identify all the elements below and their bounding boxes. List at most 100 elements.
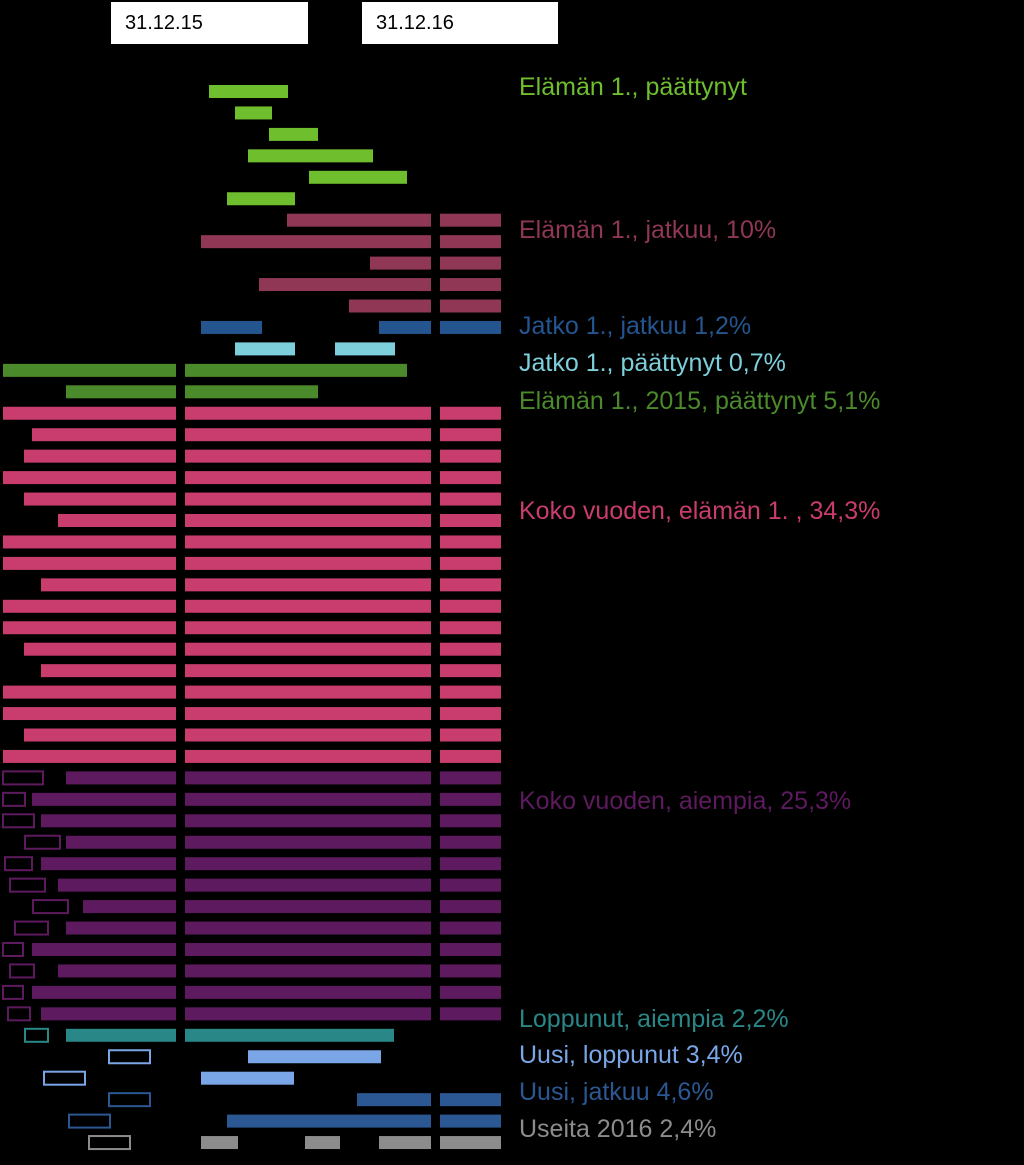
timeline-bar	[108, 1092, 151, 1108]
timeline-bar	[41, 857, 176, 871]
timeline-bar	[440, 878, 501, 892]
timeline-bar	[440, 621, 501, 635]
timeline-bar	[185, 621, 431, 635]
timeline-bar	[185, 792, 431, 806]
timeline-bar	[349, 299, 431, 313]
timeline-bar	[24, 728, 176, 742]
timeline-bar	[370, 256, 431, 270]
timeline-bar	[185, 406, 431, 420]
timeline-bar	[3, 363, 176, 377]
timeline-bar	[379, 1136, 431, 1150]
timeline-bar	[287, 213, 431, 227]
label-uusi-jatkuu: Uusi, jatkuu 4,6%	[519, 1078, 714, 1106]
timeline-bar	[58, 964, 176, 978]
timeline-bar	[440, 556, 501, 570]
timeline-bar	[7, 1006, 31, 1022]
timeline-bar	[24, 834, 61, 850]
timeline-bar	[185, 471, 431, 485]
timeline-bar	[440, 771, 501, 785]
timeline-bar	[58, 878, 176, 892]
timeline-bar	[235, 106, 272, 120]
timeline-bar	[440, 514, 501, 527]
timeline-bar	[185, 985, 431, 999]
timeline-bar	[201, 320, 262, 334]
timeline-bar	[185, 599, 431, 613]
timeline-bar	[32, 428, 176, 442]
timeline-bar	[259, 278, 431, 292]
timeline-bar	[201, 1071, 294, 1085]
timeline-bar	[440, 278, 501, 292]
label-koko-elaman: Koko vuoden, elämän 1. , 34,3%	[519, 497, 881, 525]
label-uusi-loppunut: Uusi, loppunut 3,4%	[519, 1041, 743, 1069]
timeline-bar	[3, 535, 176, 549]
timeline-bar	[3, 556, 176, 570]
timeline-bar	[248, 1050, 381, 1064]
timeline-bar	[201, 1136, 238, 1150]
timeline-bar	[108, 1049, 151, 1065]
label-elaman-paattynyt: Elämän 1., päättynyt	[519, 73, 747, 101]
timeline-bar	[440, 299, 501, 313]
timeline-bar	[440, 1136, 501, 1150]
timeline-bar	[66, 835, 176, 849]
timeline-bar	[24, 492, 176, 506]
timeline-bar	[440, 749, 501, 763]
timeline-bar	[440, 835, 501, 849]
timeline-bar	[440, 900, 501, 914]
timeline-bar	[440, 320, 501, 334]
timeline-bar	[185, 771, 431, 785]
timeline-bar	[185, 685, 431, 699]
timeline-bar	[185, 363, 407, 377]
timeline-bar	[24, 642, 176, 656]
timeline-bar	[185, 857, 431, 871]
timeline-bar	[66, 771, 176, 785]
label-elaman-2015: Elämän 1., 2015, päättynyt 5,1%	[519, 387, 881, 415]
timeline-bar	[227, 1114, 431, 1128]
timeline-bar	[66, 1028, 176, 1042]
timeline-bar	[185, 578, 431, 592]
timeline-bar	[440, 471, 501, 485]
timeline-bar	[248, 149, 373, 163]
timeline-bar	[440, 492, 501, 506]
timeline-bar	[83, 900, 176, 914]
timeline-bar	[309, 170, 407, 184]
timeline-bar	[440, 985, 501, 999]
label-elaman-jatkuu: Elämän 1., jatkuu, 10%	[519, 216, 777, 244]
timeline-bar	[440, 642, 501, 656]
timeline-bar	[440, 857, 501, 871]
timeline-bar	[440, 235, 501, 249]
timeline-bar	[32, 792, 176, 806]
timeline-bar	[305, 1136, 340, 1150]
timeline-bar	[185, 814, 431, 828]
timeline-bar	[9, 963, 35, 979]
timeline-bar	[440, 792, 501, 806]
timeline-bar	[440, 256, 501, 270]
timeline-bar	[440, 921, 501, 935]
timeline-bar	[185, 943, 431, 956]
timeline-bar	[185, 921, 431, 935]
timeline-bar	[185, 449, 431, 463]
timeline-bar	[41, 814, 176, 828]
timeline-bar	[88, 1135, 131, 1151]
label-loppunut-aiempia: Loppunut, aiempia 2,2%	[519, 1005, 789, 1033]
label-useita: Useita 2016 2,4%	[519, 1115, 717, 1143]
timeline-bar	[440, 1093, 501, 1107]
timeline-bar	[185, 664, 431, 678]
timeline-bar	[185, 1028, 394, 1042]
timeline-bar	[185, 728, 431, 742]
timeline-bar	[379, 320, 431, 334]
date-end-label: 31.12.16	[362, 2, 558, 44]
timeline-bar	[185, 749, 431, 763]
timeline-bar	[24, 1027, 49, 1043]
timeline-bar	[440, 685, 501, 699]
timeline-bar	[440, 599, 501, 613]
date-start-label: 31.12.15	[111, 2, 308, 44]
timeline-bar	[440, 535, 501, 549]
timeline-bar	[440, 664, 501, 678]
timeline-bar	[185, 707, 431, 721]
timeline-bar	[440, 814, 501, 828]
timeline-bar	[209, 85, 288, 98]
timeline-bar	[440, 428, 501, 442]
timeline-bar	[357, 1093, 431, 1107]
timeline-bar	[185, 900, 431, 914]
timeline-bar	[3, 685, 176, 699]
